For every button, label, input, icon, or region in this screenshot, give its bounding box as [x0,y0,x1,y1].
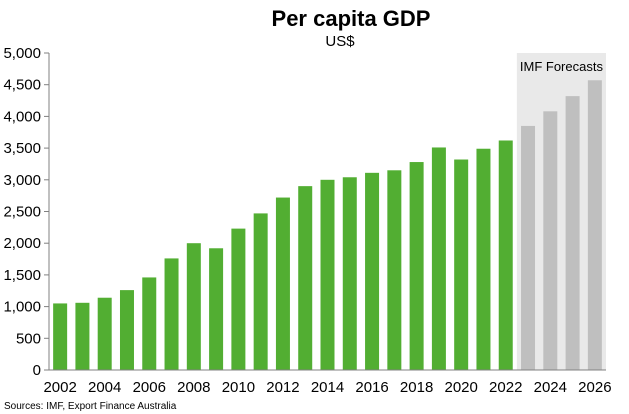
bar-actual [164,258,179,370]
x-tick-label: 2024 [534,379,567,396]
y-tick-label: 2,000 [3,235,41,252]
x-tick-label: 2010 [222,379,255,396]
x-tick-label: 2018 [400,379,433,396]
forecast-label: IMF Forecasts [520,59,604,74]
bar-actual [142,277,157,370]
bar-actual [119,290,134,370]
y-tick-label: 5,000 [3,45,41,62]
y-tick-label: 1,000 [3,299,41,316]
bar-forecast [565,96,580,370]
y-tick-label: 4,500 [3,77,41,94]
bar-actual [498,140,513,370]
bar-actual [75,302,90,370]
source-note: Sources: IMF, Export Finance Australia [4,401,177,412]
bar-actual [387,170,402,370]
y-tick-label: 3,000 [3,172,41,189]
bar-actual [409,162,424,370]
chart-title: Per capita GDP [272,6,431,31]
x-tick-label: 2008 [177,379,210,396]
plot-area: IMF Forecasts 0 500 1,000 1,500 2,000 2,500 3,0… [3,45,611,396]
x-tick-label: 2026 [578,379,611,396]
x-tick-label: 2020 [444,379,477,396]
bar-actual [476,148,491,370]
bar-actual [454,159,469,370]
bar-actual [431,147,446,370]
bar-actual [275,197,290,370]
bar-forecast [543,111,558,370]
y-tick-label: 2,500 [3,204,41,221]
x-tick-label: 2002 [43,379,76,396]
bar-actual [231,228,246,370]
x-tick-label: 2004 [88,379,121,396]
x-tick-label: 2006 [133,379,166,396]
x-tick-label: 2012 [266,379,299,396]
chart-subtitle: US$ [325,33,355,50]
bar-actual [298,186,313,370]
x-tick-label: 2016 [355,379,388,396]
bar-forecast [587,80,602,371]
y-tick-label: 3,500 [3,140,41,157]
bar-actual [209,248,224,370]
bar-forecast [521,125,536,370]
y-tick-label: 500 [16,330,41,347]
bar-actual [253,213,268,370]
bar-actual [320,179,335,370]
bar-actual [97,297,112,370]
y-tick-label: 1,500 [3,267,41,284]
x-tick-label: 2022 [489,379,522,396]
x-tick-label: 2014 [311,379,344,396]
y-tick-label: 4,000 [3,108,41,125]
bar-actual [342,177,357,370]
bar-actual [365,172,380,370]
bar-actual [53,303,68,370]
bar-actual [186,243,201,370]
y-tick-label: 0 [33,362,41,379]
